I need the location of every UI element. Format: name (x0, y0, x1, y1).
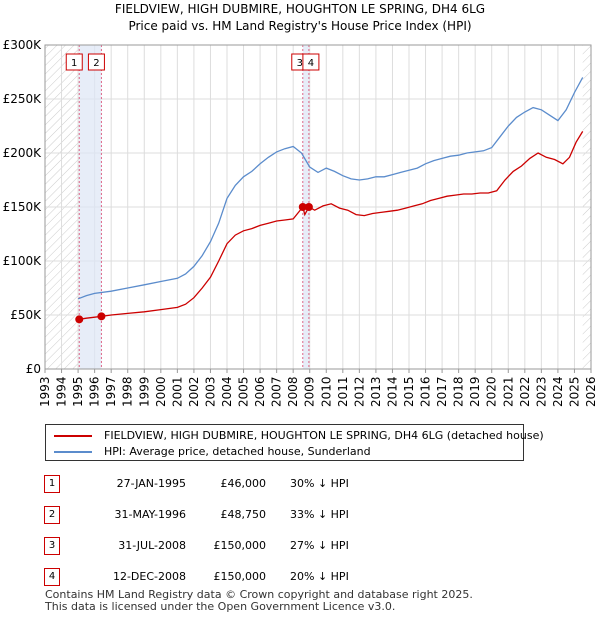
y-tick-label: £100K (3, 254, 43, 268)
x-tick-label: 2006 (253, 376, 267, 407)
sale-row: 4 12-DEC-2008 £150,000 20% ↓ HPI (0, 568, 600, 590)
x-tick-label: 2019 (468, 376, 482, 407)
x-tick-label: 1998 (121, 376, 135, 407)
x-tick-label: 2011 (336, 376, 350, 407)
sale-point (298, 203, 307, 211)
x-tick-label: 2004 (220, 376, 234, 407)
x-tick-label: 2025 (567, 376, 581, 407)
x-tick-label: 2000 (154, 376, 168, 407)
sale-number-badge: 1 (44, 475, 60, 493)
footer-line-1: Contains HM Land Registry data © Crown c… (45, 588, 473, 601)
x-tick-label: 2015 (402, 376, 416, 407)
x-tick-label: 1996 (88, 376, 102, 407)
sale-label-box (65, 53, 83, 71)
sale-point (75, 315, 84, 324)
series-line-hpi (77, 77, 584, 300)
x-tick-label: 2001 (170, 376, 184, 407)
sale-price: £150,000 (213, 539, 267, 552)
sale-label-text: 2 (93, 58, 99, 69)
sale-label-box (302, 53, 320, 71)
chart-title: FIELDVIEW, HIGH DUBMIRE, HOUGHTON LE SPR… (115, 2, 485, 16)
plot-frame (44, 44, 592, 370)
legend-label-property: FIELDVIEW, HIGH DUBMIRE, HOUGHTON LE SPR… (104, 429, 544, 442)
x-tick-label: 1995 (71, 376, 85, 407)
x-tick-label: 2003 (203, 376, 217, 407)
y-tick-label: £250K (3, 92, 43, 106)
sale-hpi-diff: 27% ↓ HPI (290, 539, 349, 552)
sale-price: £48,750 (220, 508, 267, 521)
y-tick-label: £200K (3, 146, 43, 160)
y-tick-label: £300K (3, 38, 43, 52)
x-tick-label: 1999 (137, 376, 151, 407)
x-tick-label: 2008 (286, 376, 300, 407)
x-tick-label: 2018 (452, 376, 466, 407)
sale-row: 1 27-JAN-1995 £46,000 30% ↓ HPI (0, 475, 600, 497)
sale-band-1-2 (79, 45, 102, 369)
x-tick-label: 2009 (303, 376, 317, 407)
footer-line-2: This data is licensed under the Open Gov… (45, 600, 396, 613)
chart-subtitle: Price paid vs. HM Land Registry's House … (128, 19, 471, 33)
x-tick-label: 2010 (319, 376, 333, 407)
y-tick-label: £50K (10, 308, 42, 322)
sale-point (304, 203, 313, 211)
sale-label-box (87, 53, 105, 71)
sale-label-text: 3 (297, 58, 303, 69)
footer-attribution: Contains HM Land Registry data © Crown c… (45, 589, 473, 613)
sale-number-badge: 2 (44, 506, 60, 524)
x-tick-label: 2017 (435, 376, 449, 407)
x-tick-label: 2022 (518, 376, 532, 407)
x-tick-label: 2005 (237, 376, 251, 407)
sale-label-text: 1 (71, 58, 77, 69)
sale-date: 27-JAN-1995 (116, 477, 186, 490)
legend-swatch-property (54, 435, 92, 437)
sale-hpi-diff: 20% ↓ HPI (290, 570, 349, 583)
x-tick-label: 2020 (485, 376, 499, 407)
sale-number-badge: 3 (44, 537, 60, 555)
x-tick-label: 2026 (584, 376, 598, 407)
legend-label-hpi: HPI: Average price, detached house, Sund… (104, 445, 371, 458)
sale-point (97, 312, 106, 321)
sale-date: 31-MAY-1996 (114, 508, 186, 521)
sale-date: 12-DEC-2008 (112, 570, 186, 583)
sale-hpi-diff: 33% ↓ HPI (290, 508, 349, 521)
sale-row: 3 31-JUL-2008 £150,000 27% ↓ HPI (0, 537, 600, 559)
x-tick-label: 2016 (419, 376, 433, 407)
sale-label-text: 4 (308, 58, 314, 69)
x-tick-label: 2014 (385, 376, 399, 407)
sale-date: 31-JUL-2008 (118, 539, 186, 552)
x-tick-label: 2007 (270, 376, 284, 407)
x-tick-label: 1997 (104, 376, 118, 407)
x-tick-label: 1993 (38, 376, 52, 407)
x-tick-label: 2021 (501, 376, 515, 407)
sale-number-badge: 4 (44, 568, 60, 586)
legend-swatch-hpi (54, 451, 92, 453)
sale-price: £150,000 (213, 570, 267, 583)
chart-legend: FIELDVIEW, HIGH DUBMIRE, HOUGHTON LE SPR… (45, 424, 544, 461)
x-tick-label: 2024 (551, 376, 565, 407)
sale-row: 2 31-MAY-1996 £48,750 33% ↓ HPI (0, 506, 600, 528)
sale-price: £46,000 (220, 477, 267, 490)
x-tick-label: 2023 (534, 376, 548, 407)
sale-hpi-diff: 30% ↓ HPI (290, 477, 349, 490)
y-tick-label: £150K (3, 200, 43, 214)
series-line-property (79, 131, 584, 320)
x-tick-label: 2013 (369, 376, 383, 407)
price-chart: FIELDVIEW, HIGH DUBMIRE, HOUGHTON LE SPR… (3, 2, 598, 407)
x-tick-label: 2002 (187, 376, 201, 407)
x-tick-label: 2012 (352, 376, 366, 407)
x-tick-label: 1994 (55, 376, 69, 407)
y-tick-label: £0 (26, 362, 41, 376)
